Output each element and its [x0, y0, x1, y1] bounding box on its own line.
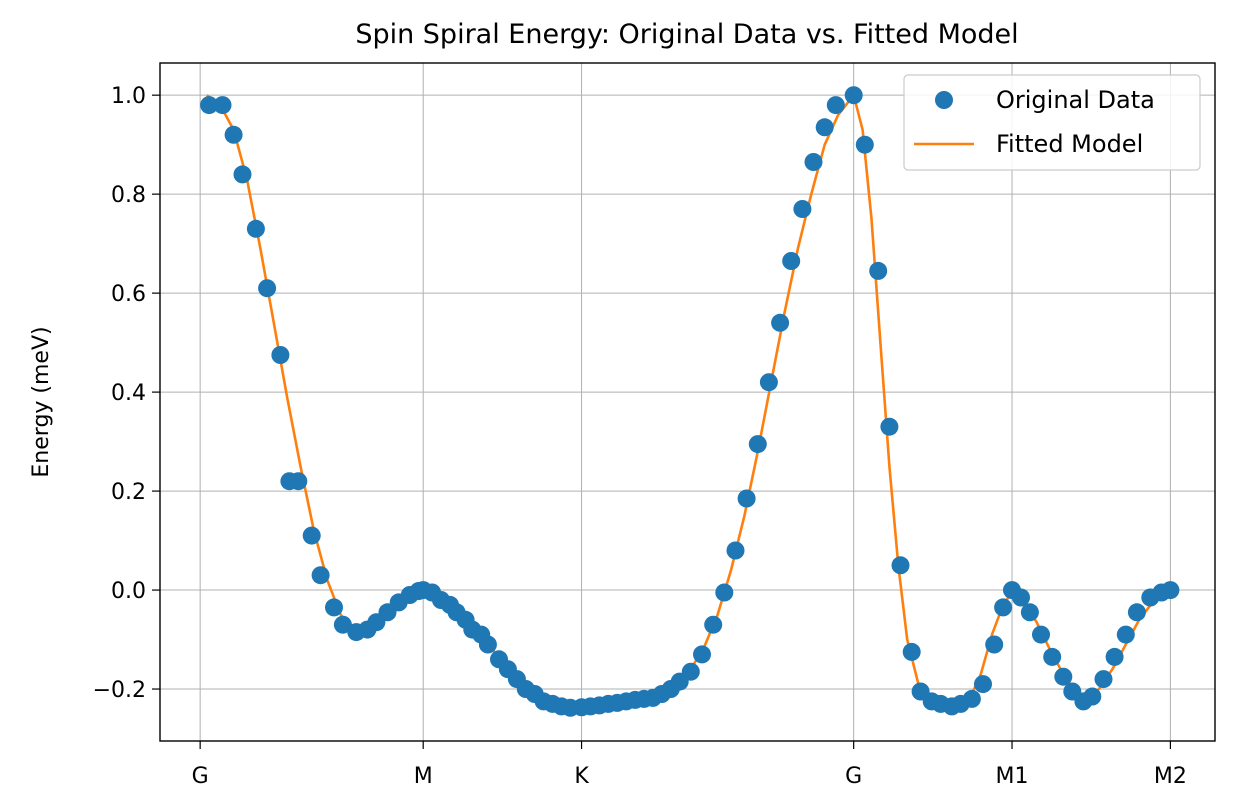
data-point — [200, 96, 219, 115]
original-data-layer — [200, 86, 1180, 717]
data-point — [737, 489, 756, 508]
data-point — [902, 642, 921, 661]
data-point — [994, 598, 1013, 617]
data-point — [793, 200, 812, 218]
data-point — [1054, 667, 1073, 686]
data-point — [759, 373, 778, 392]
legend-marker-original — [935, 91, 953, 109]
data-point — [1043, 647, 1062, 666]
data-point — [726, 541, 745, 560]
x-axis: G M K G M1 M2 — [192, 741, 1187, 789]
data-point — [815, 118, 834, 137]
legend-label-original: Original Data — [996, 86, 1155, 114]
data-point — [1012, 588, 1030, 607]
x-tick-label: K — [574, 764, 589, 789]
y-tick-label: 0.8 — [111, 183, 146, 208]
data-point — [258, 279, 277, 298]
data-point — [302, 526, 321, 545]
data-point — [325, 598, 343, 617]
y-tick-label: 1.0 — [111, 84, 146, 109]
data-point — [704, 615, 723, 634]
data-point — [715, 583, 734, 602]
data-point — [782, 252, 801, 270]
data-point — [289, 472, 308, 491]
data-point — [1094, 670, 1113, 689]
data-point — [333, 615, 352, 634]
legend-label-fitted: Fitted Model — [996, 130, 1143, 158]
y-tick-label: 0.6 — [111, 282, 146, 307]
y-axis: −0.2 0.0 0.2 0.4 0.6 0.8 1.0 — [93, 84, 160, 703]
data-point — [771, 313, 790, 332]
data-point — [693, 645, 711, 664]
y-axis-label: Energy (meV) — [29, 326, 54, 477]
y-tick-label: 0.0 — [111, 579, 146, 604]
data-point — [1083, 687, 1102, 706]
data-point — [855, 135, 874, 154]
x-tick-label: G — [192, 764, 209, 789]
x-tick-label: M — [414, 764, 433, 789]
data-point — [869, 261, 888, 280]
data-point — [681, 662, 700, 681]
data-point — [1020, 603, 1039, 622]
data-point — [1161, 581, 1180, 600]
y-tick-label: 0.2 — [111, 480, 146, 505]
data-point — [804, 153, 823, 171]
data-point — [224, 125, 243, 144]
data-point — [985, 635, 1004, 654]
data-point — [233, 165, 252, 184]
data-point — [1105, 647, 1124, 666]
legend: Original Data Fitted Model — [903, 74, 1201, 171]
data-point — [880, 417, 899, 436]
plot-frame — [159, 62, 1216, 742]
x-tick-label: G — [845, 764, 862, 789]
data-point — [311, 566, 330, 585]
y-tick-label: 0.4 — [111, 381, 146, 406]
data-point — [974, 675, 992, 694]
data-point — [844, 86, 863, 105]
data-point — [246, 219, 265, 238]
data-point — [478, 635, 497, 654]
data-point — [748, 435, 767, 454]
data-point — [1127, 603, 1146, 622]
legend-box — [903, 74, 1201, 171]
data-point — [962, 689, 981, 708]
data-point — [826, 96, 845, 115]
data-point — [213, 96, 232, 115]
data-point — [891, 556, 910, 575]
chart-title: Spin Spiral Energy: Original Data vs. Fi… — [355, 19, 1018, 50]
y-tick-label: −0.2 — [93, 678, 146, 703]
data-point — [1032, 625, 1050, 644]
data-point — [271, 346, 290, 364]
data-point — [1116, 625, 1135, 644]
x-tick-label: M2 — [1154, 764, 1187, 789]
x-tick-label: M1 — [996, 764, 1029, 789]
